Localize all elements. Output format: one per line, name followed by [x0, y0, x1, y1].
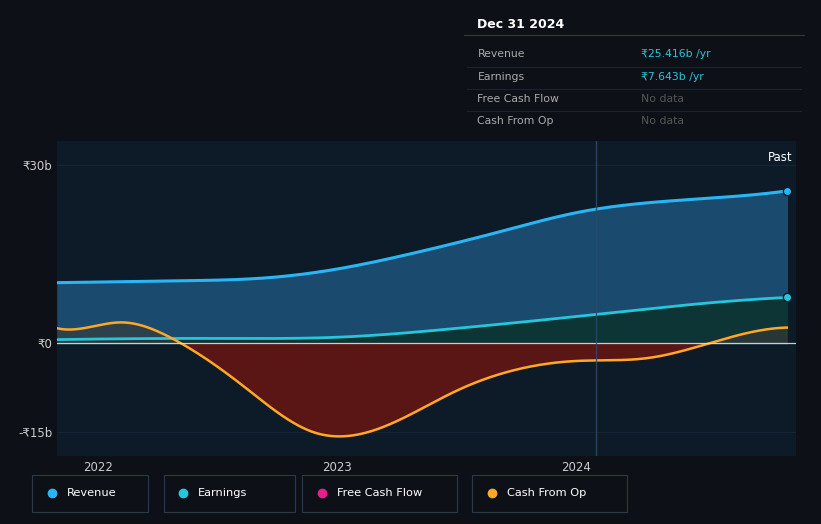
Text: Revenue: Revenue — [478, 49, 525, 60]
Text: Cash From Op: Cash From Op — [478, 116, 554, 126]
Text: No data: No data — [641, 94, 684, 104]
Text: Revenue: Revenue — [67, 487, 117, 498]
Text: Free Cash Flow: Free Cash Flow — [337, 487, 423, 498]
Text: Cash From Op: Cash From Op — [507, 487, 586, 498]
Text: Earnings: Earnings — [478, 72, 525, 82]
Text: No data: No data — [641, 116, 684, 126]
Text: Dec 31 2024: Dec 31 2024 — [478, 17, 565, 30]
Text: Earnings: Earnings — [199, 487, 248, 498]
Text: Free Cash Flow: Free Cash Flow — [478, 94, 559, 104]
Text: Past: Past — [768, 151, 793, 164]
Text: ₹7.643b /yr: ₹7.643b /yr — [641, 72, 704, 82]
Text: ₹25.416b /yr: ₹25.416b /yr — [641, 49, 711, 60]
